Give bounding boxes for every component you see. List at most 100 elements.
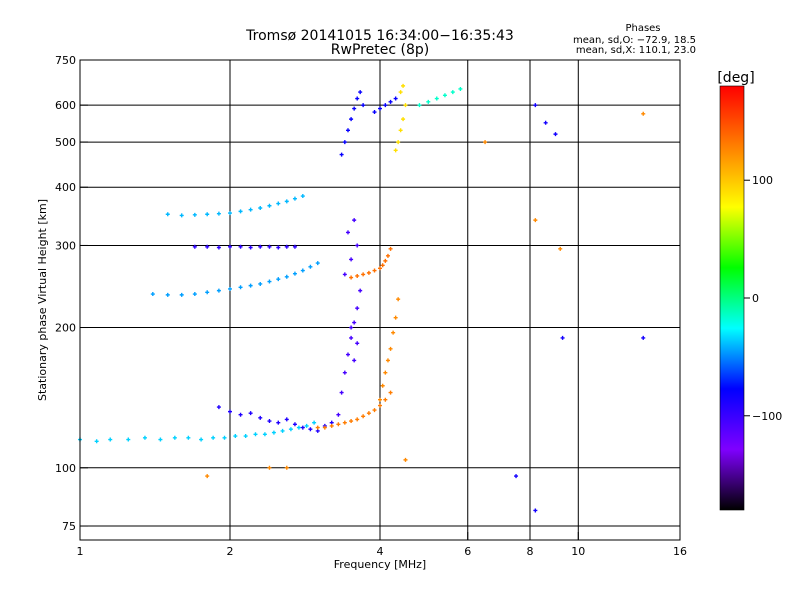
data-point <box>355 243 360 248</box>
data-point <box>339 152 344 157</box>
data-point <box>216 245 221 250</box>
y-tick-label: 300 <box>55 239 76 252</box>
data-point <box>641 111 646 116</box>
data-point <box>355 417 360 422</box>
data-point <box>533 218 538 223</box>
data-point <box>355 306 360 311</box>
data-point <box>483 140 488 145</box>
plot-grid <box>80 60 680 540</box>
data-point <box>560 335 565 340</box>
data-point <box>533 103 538 108</box>
y-tick-label: 75 <box>62 520 76 533</box>
data-point <box>211 435 216 440</box>
data-point <box>372 268 377 273</box>
data-point <box>228 409 232 414</box>
data-point <box>349 335 354 340</box>
data-point <box>243 434 248 439</box>
data-point <box>292 196 297 201</box>
data-point <box>276 277 281 282</box>
data-point <box>216 288 221 293</box>
data-point <box>179 213 184 218</box>
data-point <box>216 211 221 216</box>
data-point <box>458 86 463 91</box>
data-point <box>383 397 388 402</box>
data-point <box>342 370 347 375</box>
data-point <box>388 390 393 395</box>
x-tick-label: 6 <box>464 545 471 558</box>
data-point <box>158 437 163 442</box>
colorbar-ticks: −100 0 100 <box>744 174 782 423</box>
x-tick-label: 2 <box>227 545 234 558</box>
data-point <box>300 268 305 273</box>
data-point <box>366 270 371 275</box>
data-point <box>267 203 272 208</box>
data-point <box>426 99 431 104</box>
colorbar-tick-label: 100 <box>752 174 773 187</box>
data-point <box>276 201 281 206</box>
data-point <box>199 437 204 442</box>
data-point <box>228 211 232 216</box>
data-point <box>205 244 210 249</box>
data-point <box>258 281 263 286</box>
data-point <box>258 205 263 210</box>
data-point <box>108 437 113 442</box>
data-point <box>393 148 398 153</box>
y-tick-label: 750 <box>55 54 76 67</box>
data-point <box>533 508 538 513</box>
data-point <box>238 209 243 214</box>
data-point <box>308 427 313 432</box>
data-point <box>349 117 354 122</box>
data-point <box>352 358 357 363</box>
data-point <box>267 465 272 470</box>
data-point <box>238 412 243 417</box>
data-point <box>372 408 377 413</box>
data-point <box>396 297 401 302</box>
data-point <box>358 288 363 293</box>
data-point <box>349 325 354 330</box>
data-point <box>385 253 390 258</box>
data-point <box>205 474 210 479</box>
data-point <box>248 207 253 212</box>
data-point <box>345 352 350 357</box>
chart-title: Tromsø 20141015 16:34:00−16:35:43 <box>245 28 514 44</box>
colorbar-label: [deg] <box>717 70 754 86</box>
data-point <box>238 244 243 249</box>
data-point <box>403 103 408 108</box>
data-point <box>322 425 327 430</box>
colorbar-tick-label: 0 <box>752 292 759 305</box>
data-point <box>361 414 366 419</box>
colorbar-tick-label: −100 <box>752 410 782 423</box>
data-point <box>401 117 406 122</box>
data-point <box>349 257 354 262</box>
data-point <box>179 292 184 297</box>
data-point <box>292 422 297 427</box>
data-point <box>228 286 232 291</box>
data-point <box>450 90 455 95</box>
data-point <box>205 212 210 217</box>
data-point <box>258 415 263 420</box>
data-point <box>396 140 401 145</box>
data-point <box>267 244 272 249</box>
data-point <box>262 432 267 437</box>
y-axis-ticks: 75 100 200 300 400 500 600 750 <box>55 54 88 533</box>
y-tick-label: 500 <box>55 136 76 149</box>
data-point <box>296 425 301 430</box>
data-point <box>342 272 347 277</box>
data-point <box>558 246 563 251</box>
x-tick-label: 10 <box>571 545 585 558</box>
data-point <box>172 435 177 440</box>
data-point <box>300 425 305 430</box>
chart-subtitle: RwPretec (8p) <box>331 42 429 58</box>
data-point <box>358 90 363 95</box>
data-point <box>342 140 347 145</box>
data-point <box>308 264 313 269</box>
data-point <box>142 435 147 440</box>
data-point <box>315 261 320 266</box>
data-point <box>165 212 170 217</box>
y-axis-label: Stationary phase Virtual Height [km] <box>36 199 49 401</box>
data-point <box>355 273 360 278</box>
data-point <box>288 427 293 432</box>
data-point <box>393 315 398 320</box>
data-point <box>284 199 289 204</box>
data-point <box>385 358 390 363</box>
